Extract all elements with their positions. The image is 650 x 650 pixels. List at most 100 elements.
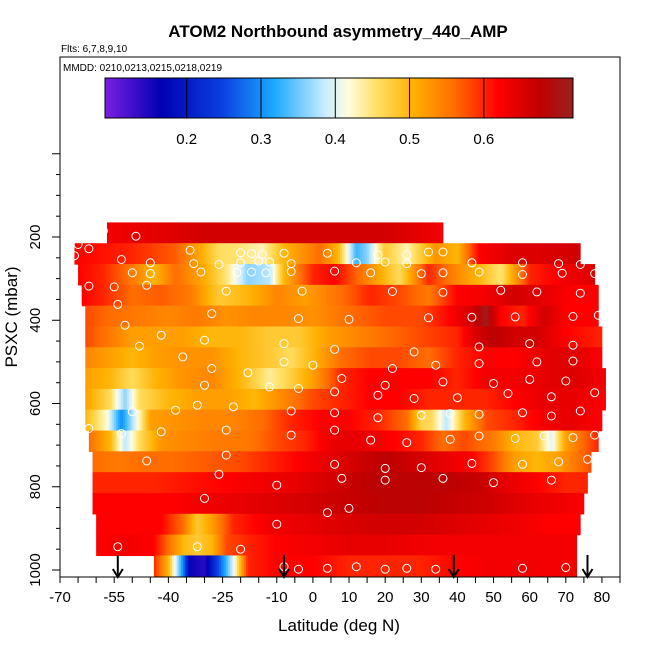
heatmap-cell	[260, 555, 263, 577]
heatmap-cell	[139, 243, 142, 265]
data-point-circle	[546, 475, 556, 485]
data-point-circle	[380, 564, 390, 574]
heatmap-cell	[569, 264, 572, 286]
heatmap-cell	[491, 451, 494, 473]
heatmap-cell	[329, 430, 332, 452]
heatmap-cell	[509, 492, 513, 515]
heatmap-cell	[274, 222, 278, 244]
heatmap-cell	[215, 534, 218, 557]
heatmap-cell	[578, 513, 581, 536]
heatmap-cell	[137, 305, 140, 328]
heatmap-cell	[571, 326, 574, 348]
heatmap-cell	[233, 222, 236, 244]
heatmap-cell	[358, 409, 361, 432]
heatmap-cell	[578, 430, 581, 452]
heatmap-cell	[347, 284, 350, 307]
heatmap-cell	[260, 472, 263, 494]
heatmap-cell	[562, 472, 565, 494]
heatmap-cell	[97, 472, 101, 494]
heatmap-cell	[336, 284, 339, 307]
heatmap-cell	[495, 284, 498, 307]
heatmap-cell	[296, 555, 299, 577]
heatmap-cell	[381, 451, 384, 473]
heatmap-cell	[533, 472, 536, 494]
heatmap-cell	[491, 368, 494, 390]
heatmap-cell	[414, 492, 417, 515]
heatmap-cell	[105, 451, 108, 473]
heatmap-cell	[376, 347, 379, 369]
heatmap-cell	[197, 472, 200, 494]
heatmap-cell	[168, 222, 171, 244]
heatmap-cell	[195, 347, 198, 369]
heatmap-cell	[119, 305, 122, 328]
heatmap-cell	[573, 513, 576, 536]
heatmap-cell	[276, 492, 279, 515]
heatmap-cell	[558, 513, 561, 536]
heatmap-cell	[524, 513, 527, 536]
heatmap-cell	[571, 347, 574, 369]
heatmap-cell	[486, 326, 489, 348]
heatmap-cell	[527, 264, 531, 286]
heatmap-cell	[276, 284, 279, 307]
heatmap-cell	[237, 368, 240, 390]
heatmap-cell	[565, 513, 569, 536]
heatmap-cell	[345, 243, 348, 265]
x-tick-label: -55	[103, 589, 125, 606]
heatmap-cell	[377, 326, 381, 348]
heatmap-cell	[116, 243, 119, 265]
heatmap-cell	[524, 451, 527, 473]
heatmap-cell	[489, 347, 493, 369]
heatmap-cell	[267, 472, 270, 494]
heatmap-cell	[190, 472, 193, 494]
heatmap-cell	[311, 284, 314, 307]
heatmap-cell	[296, 264, 299, 286]
heatmap-cell	[410, 430, 413, 452]
heatmap-cell	[172, 243, 175, 265]
heatmap-cell	[173, 347, 177, 369]
heatmap-cell	[130, 243, 133, 265]
heatmap-cell	[305, 284, 308, 307]
heatmap-cell	[545, 368, 549, 390]
data-point-circle	[416, 410, 426, 420]
heatmap-cell	[540, 430, 543, 452]
heatmap-cell	[190, 347, 193, 369]
heatmap-cell	[452, 492, 455, 515]
heatmap-cell	[531, 284, 534, 307]
heatmap-cell	[141, 534, 144, 557]
heatmap-cell	[370, 347, 373, 369]
heatmap-cell	[493, 555, 496, 577]
heatmap-cell	[238, 326, 242, 348]
heatmap-cell	[567, 555, 570, 577]
heatmap-cell	[564, 368, 567, 390]
heatmap-cell	[193, 430, 196, 452]
heatmap-cell	[370, 284, 373, 307]
heatmap-cell	[231, 305, 234, 328]
heatmap-cell	[209, 368, 213, 390]
heatmap-cell	[352, 347, 355, 369]
heatmap-cell	[500, 555, 503, 577]
heatmap-cell	[520, 347, 523, 369]
heatmap-cell	[533, 305, 536, 328]
heatmap-cell	[318, 409, 321, 432]
heatmap-cell	[399, 347, 402, 369]
heatmap-cell	[580, 430, 583, 452]
heatmap-cell	[386, 243, 390, 265]
heatmap-cell	[170, 326, 173, 348]
heatmap-cell	[262, 388, 265, 411]
heatmap-cell	[311, 243, 314, 265]
heatmap-cell	[116, 264, 119, 286]
heatmap-cell	[298, 451, 301, 473]
heatmap-cell	[367, 368, 370, 390]
heatmap-cell	[294, 264, 298, 286]
heatmap-cell	[587, 368, 590, 390]
heatmap-cell	[264, 430, 267, 452]
heatmap-cell	[311, 555, 314, 577]
heatmap-cell	[247, 222, 251, 244]
heatmap-cell	[123, 305, 126, 328]
heatmap-cell	[132, 305, 135, 328]
heatmap-cell	[417, 347, 420, 369]
heatmap-cell	[302, 451, 305, 473]
heatmap-cell	[233, 534, 236, 557]
heatmap-cell	[242, 368, 245, 390]
heatmap-cell	[334, 430, 337, 452]
